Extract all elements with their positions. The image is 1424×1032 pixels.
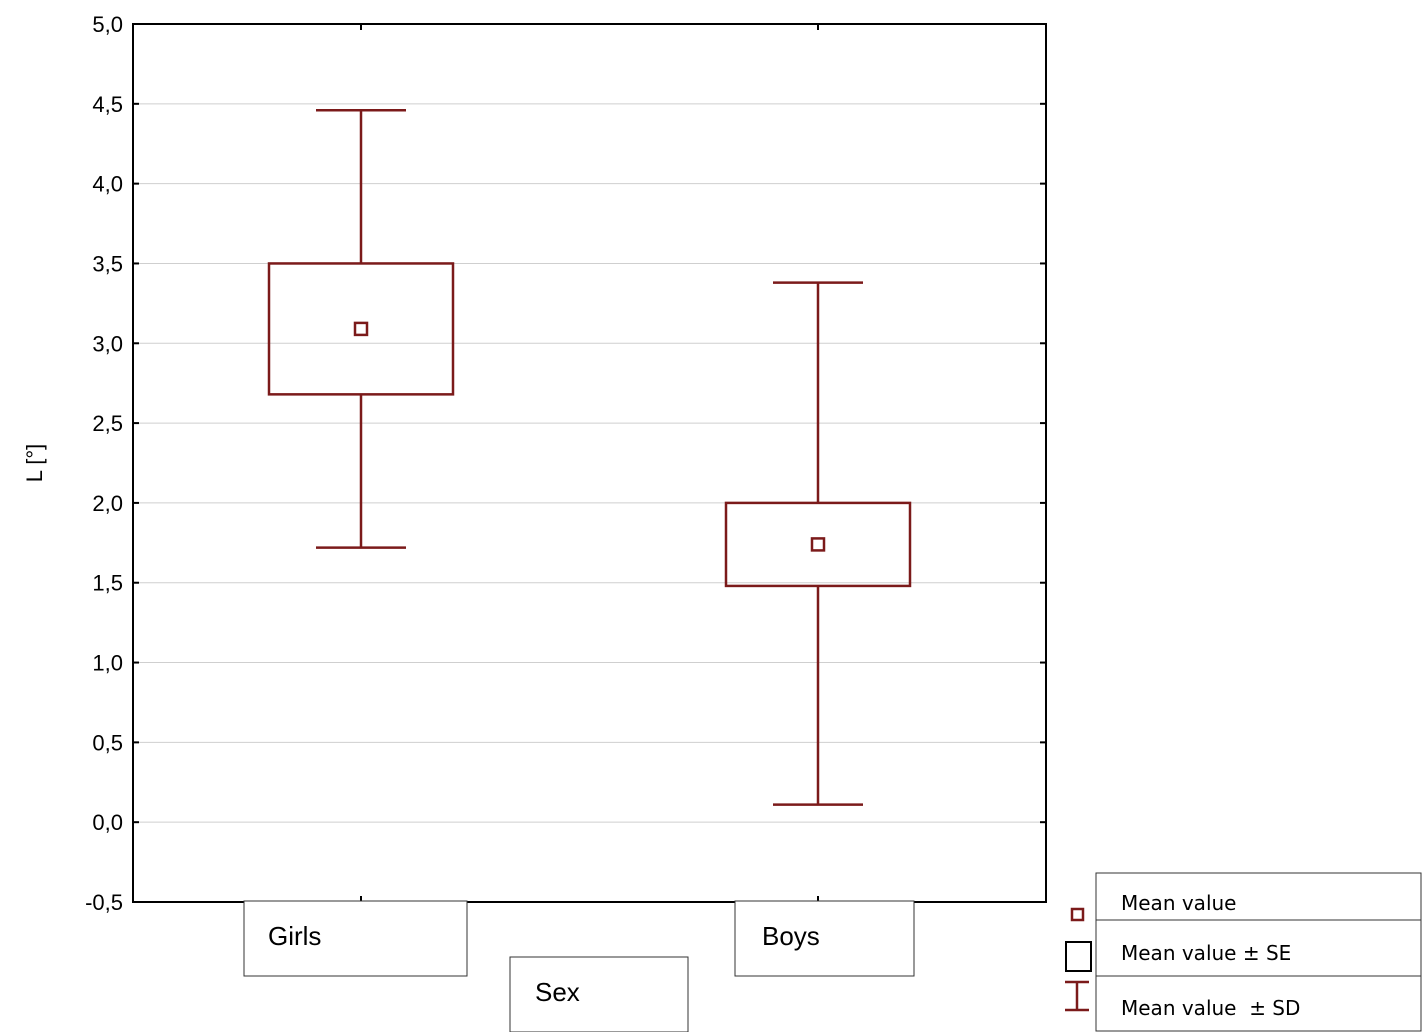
y-tick-label: 2,5 [92, 411, 123, 436]
legend-sd-whisker-icon [1065, 980, 1089, 1012]
y-tick-label: 3,5 [92, 251, 123, 276]
y-tick-label: 4,5 [92, 92, 123, 117]
y-tick-label: -0,5 [85, 890, 123, 915]
x-axis-ticks [360, 24, 819, 902]
plot-frame [132, 23, 1047, 903]
mean-marker [353, 321, 369, 337]
legend-item-se: Mean value ± SE [1121, 941, 1291, 965]
y-tick-label: 4,0 [92, 172, 123, 197]
y-tick-label: 3,0 [92, 331, 123, 356]
legend: Mean value Mean value ± SE Mean value ± … [1065, 872, 1422, 1032]
box-girls [267, 108, 455, 549]
category-text-girls: Girls [268, 921, 321, 951]
x-axis-label-text: Sex [535, 977, 580, 1007]
category-label-girls: Girls [243, 900, 468, 977]
box-boys [724, 281, 912, 806]
legend-mean-marker-icon [1070, 907, 1085, 922]
mean-marker [810, 537, 826, 552]
gridlines [133, 103, 1046, 823]
legend-se-box-icon [1065, 941, 1092, 972]
legend-item-sd: Mean value ± SD [1121, 996, 1300, 1020]
legend-item-mean: Mean value [1121, 891, 1236, 915]
data-marks [267, 108, 912, 806]
y-tick-label: 0,5 [92, 730, 123, 755]
y-tick-label: 0,0 [92, 810, 123, 835]
se-box [267, 262, 455, 396]
legend-crop-mask [1097, 874, 1420, 891]
category-label-boys: Boys [734, 900, 915, 977]
y-axis-ticks: -0,5 0,0 0,5 1,0 1,5 2,0 2,5 3,0 3,5 4,0 4,5 5,0 [85, 12, 1046, 915]
y-tick-label: 5,0 [92, 12, 123, 37]
y-tick-label: 1,0 [92, 651, 123, 676]
y-axis-label: L [°] [22, 444, 47, 483]
y-tick-label: 1,5 [92, 571, 123, 596]
y-tick-label: 2,0 [92, 491, 123, 516]
category-text-boys: Boys [762, 921, 820, 951]
se-box [724, 501, 912, 588]
x-axis-label: Sex [509, 956, 689, 1032]
